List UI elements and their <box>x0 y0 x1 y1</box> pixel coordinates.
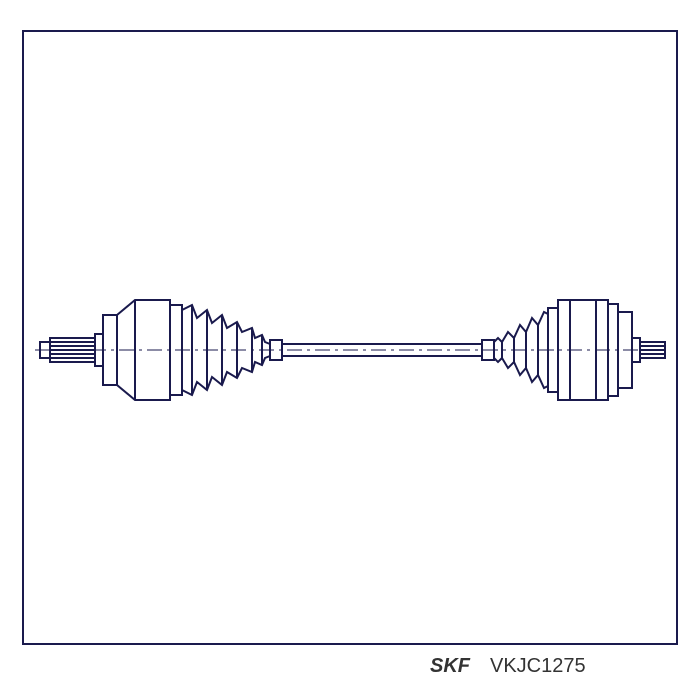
part-number-label: VKJC1275 <box>490 655 586 678</box>
brand-label: SKF <box>430 655 470 678</box>
drive-shaft-diagram <box>0 0 700 700</box>
